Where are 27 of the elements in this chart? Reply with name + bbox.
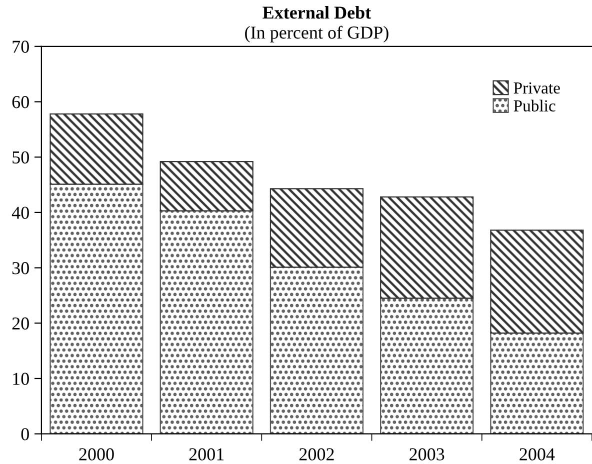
bar [380,298,474,434]
legend-label: Private [514,82,560,94]
y-tick-label: 10 [13,372,29,385]
x-tick-label: 2000 [79,448,114,460]
x-tick-label: 2004 [520,448,555,460]
bar [50,184,144,434]
bar [490,332,584,434]
y-tick-label: 30 [12,262,29,274]
bar [380,196,474,299]
chart-title: External Debt [262,6,372,19]
bar [270,188,364,268]
chart-subtitle: (In percent of GDP) [245,26,388,42]
bar [270,266,364,434]
x-tick-label: 2002 [299,448,334,460]
bar [160,160,254,212]
bar [490,230,584,334]
bar [160,210,254,434]
y-tick-label: 60 [12,96,29,108]
x-tick-label: 2003 [410,448,444,460]
y-tick-label: 40 [12,206,29,219]
legend-label: Public [514,100,556,112]
y-tick-label: 20 [12,317,29,330]
y-tick-label: 0 [21,428,29,440]
bar [50,113,144,185]
y-tick-label: 50 [12,151,29,164]
x-tick-label: 2001 [189,448,224,460]
y-tick-label: 70 [12,40,29,53]
